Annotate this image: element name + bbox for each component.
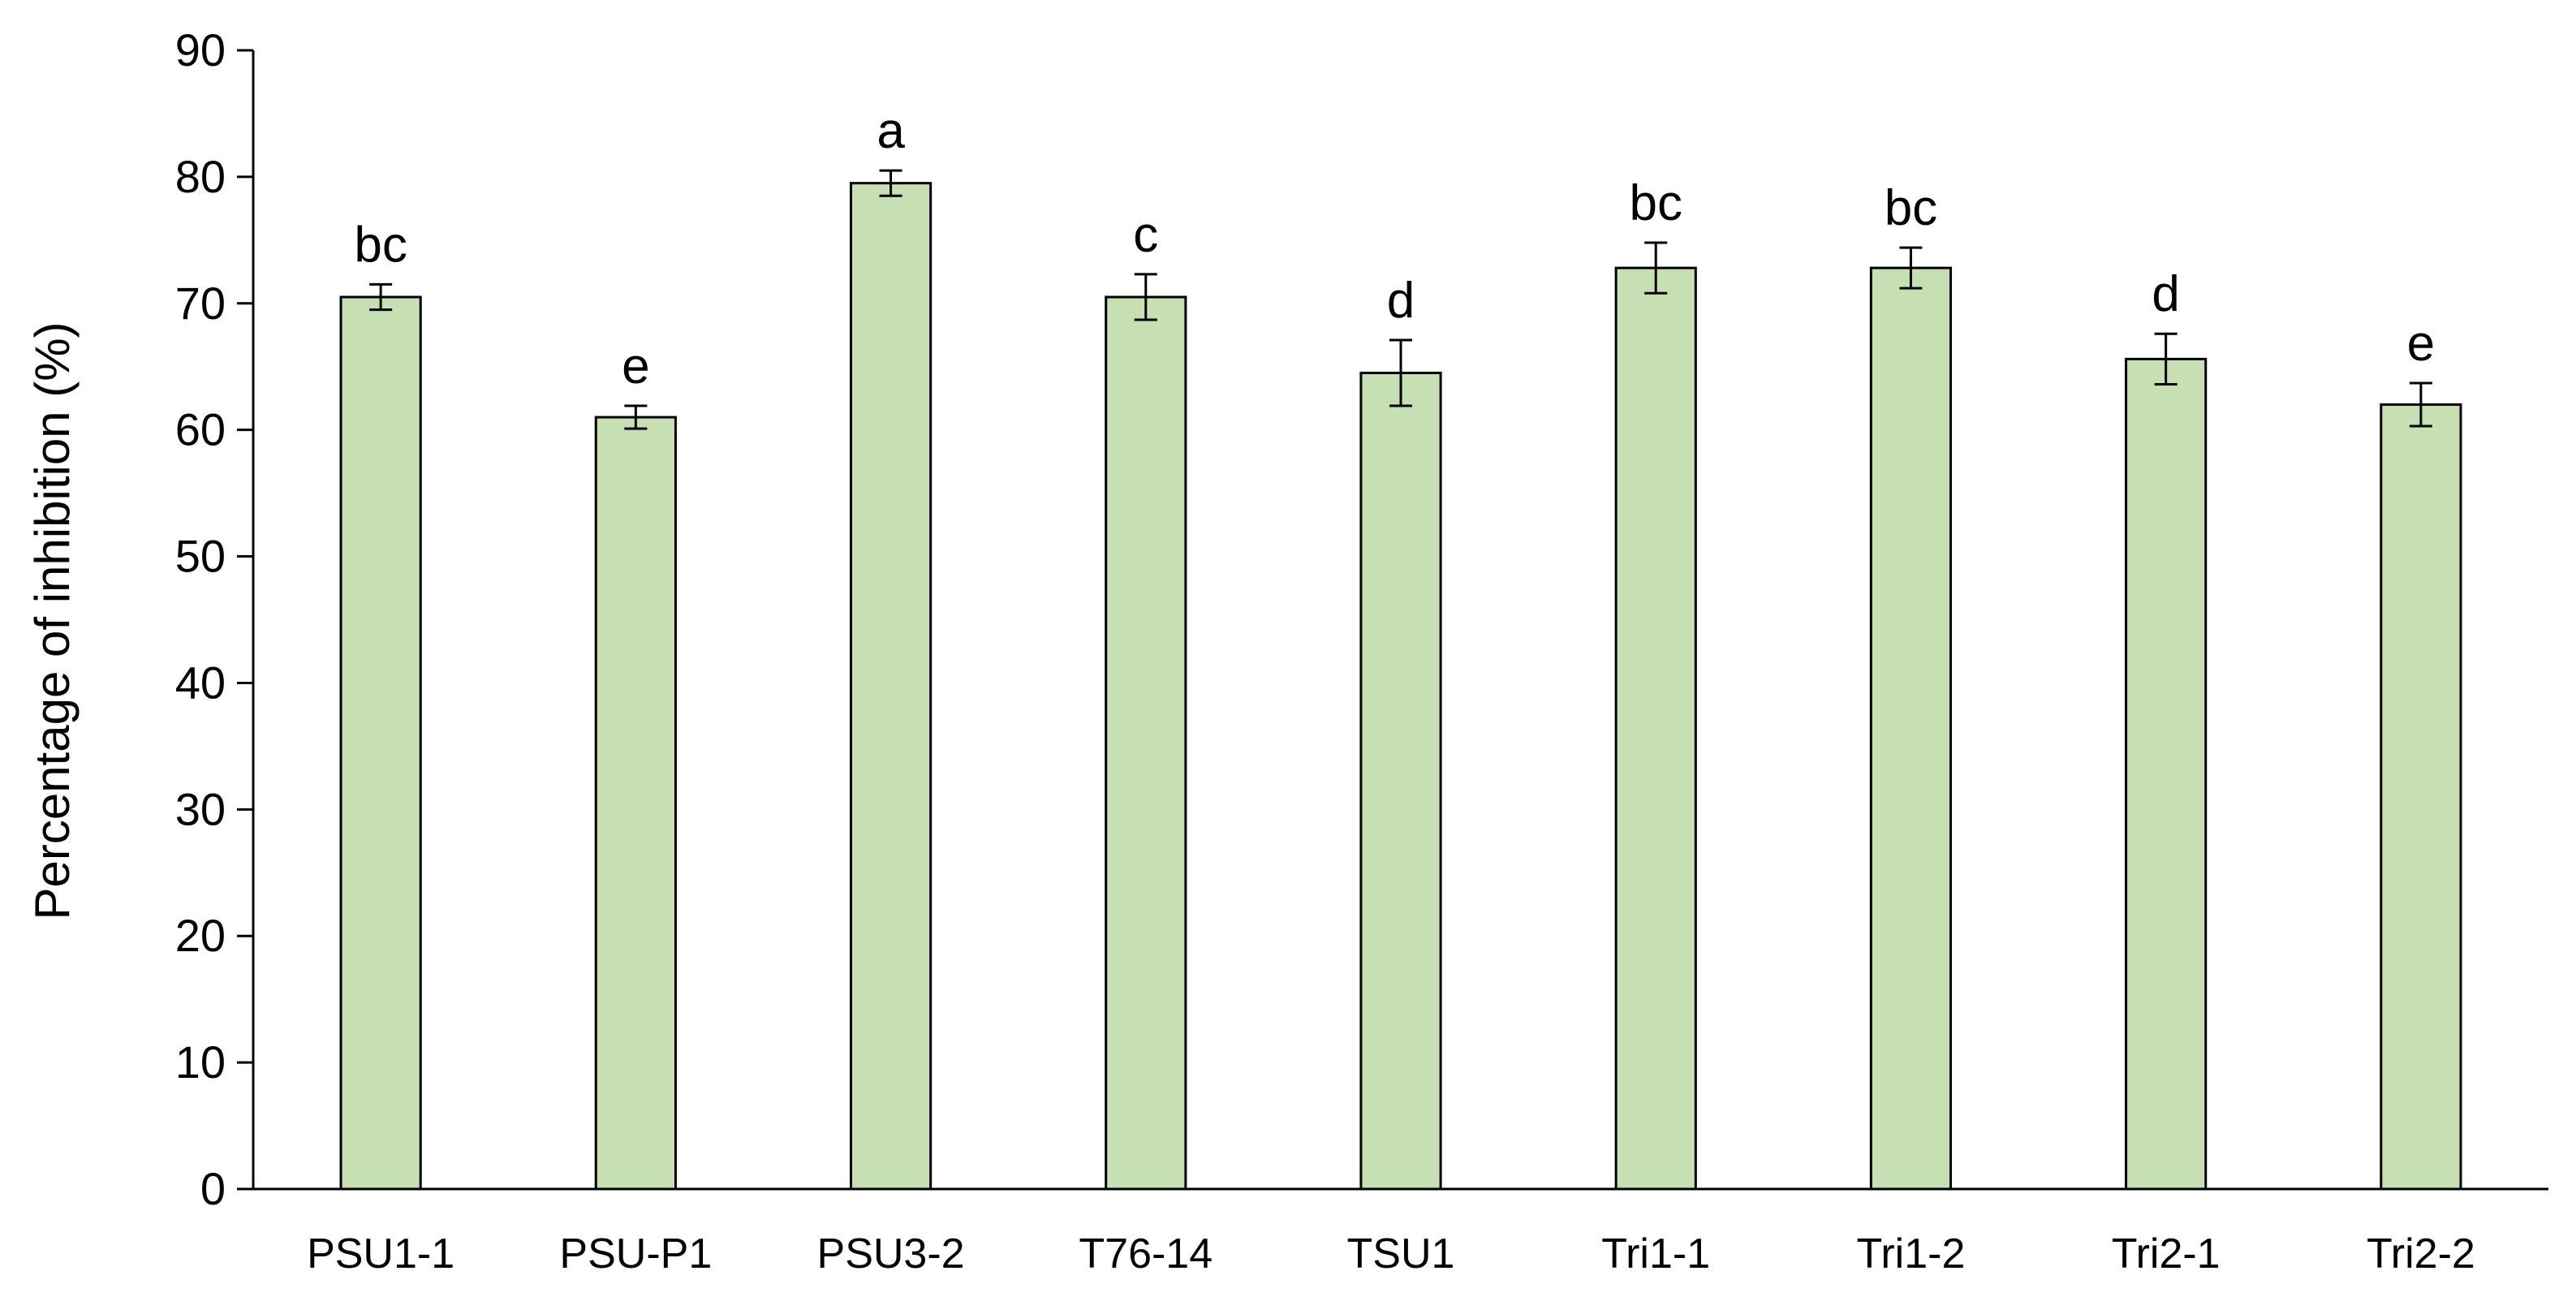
bar-psu3-2 [849, 182, 933, 1191]
bars [339, 182, 2462, 1191]
significance-label: bc [1885, 180, 1937, 236]
bar-t76-14 [1105, 295, 1187, 1191]
y-tick-label: 0 [200, 1163, 226, 1214]
error-bar-psu-p1 [624, 404, 648, 430]
bar-psu1-1 [339, 295, 422, 1191]
bar-tri1-2 [1869, 266, 1953, 1191]
x-tick-label: PSU1-1 [307, 1230, 454, 1277]
y-axis-ticks: 0 10 20 30 40 50 60 70 80 90 [175, 24, 253, 1214]
error-bar-tri1-2 [1899, 246, 1923, 290]
x-tick-label: TSU1 [1347, 1230, 1455, 1277]
error-bar-psu1-1 [369, 282, 393, 312]
x-tick-label: PSU-P1 [559, 1230, 712, 1277]
significance-label: d [2152, 266, 2179, 322]
error-bar-tri1-1 [1644, 241, 1668, 295]
error-bar-tsu1 [1389, 338, 1412, 407]
bar-tsu1 [1359, 372, 1442, 1191]
significance-labels: bc e a c d bc bc d e [354, 103, 2435, 394]
y-tick-label: 60 [175, 404, 226, 455]
y-tick-label: 30 [175, 783, 226, 834]
y-tick-label: 50 [175, 531, 226, 582]
x-axis-labels: PSU1-1 PSU-P1 PSU3-2 T76-14 TSU1 Tri1-1 Tri1-2… [307, 1230, 2475, 1277]
x-tick-label: Tri2-1 [2112, 1230, 2221, 1277]
error-bar-tri2-1 [2154, 332, 2178, 386]
bar-tri2-1 [2125, 357, 2208, 1191]
axes [252, 50, 2548, 1191]
bar-psu-p1 [594, 416, 677, 1191]
y-tick-label: 70 [175, 278, 226, 329]
significance-label: bc [1629, 175, 1682, 231]
significance-label: d [1387, 273, 1415, 329]
significance-label: e [622, 338, 649, 394]
error-bar-psu3-2 [879, 169, 902, 197]
bar-tri2-2 [2380, 403, 2462, 1191]
y-tick-label: 10 [175, 1036, 226, 1088]
x-tick-label: Tri1-1 [1601, 1230, 1710, 1277]
significance-label: a [877, 103, 905, 159]
y-tick-label: 90 [175, 24, 226, 75]
x-tick-label: Tri1-2 [1857, 1230, 1966, 1277]
x-tick-label: PSU3-2 [817, 1230, 965, 1277]
y-axis-title-group: Percentage of inhibition (%) [25, 321, 80, 920]
error-bar-t76-14 [1134, 273, 1157, 321]
y-tick-label: 20 [175, 910, 226, 961]
significance-label: c [1133, 207, 1158, 263]
significance-label: bc [354, 217, 407, 273]
x-tick-label: T76-14 [1079, 1230, 1213, 1277]
y-axis-title: Percentage of inhibition (%) [25, 321, 80, 920]
x-tick-label: Tri2-2 [2367, 1230, 2475, 1277]
significance-label: e [2407, 316, 2435, 372]
y-tick-label: 40 [175, 657, 226, 708]
bar-tri1-1 [1614, 266, 1697, 1191]
error-bar-tri2-2 [2409, 381, 2432, 428]
error-bars [369, 169, 2432, 430]
y-tick-label: 80 [175, 151, 226, 202]
